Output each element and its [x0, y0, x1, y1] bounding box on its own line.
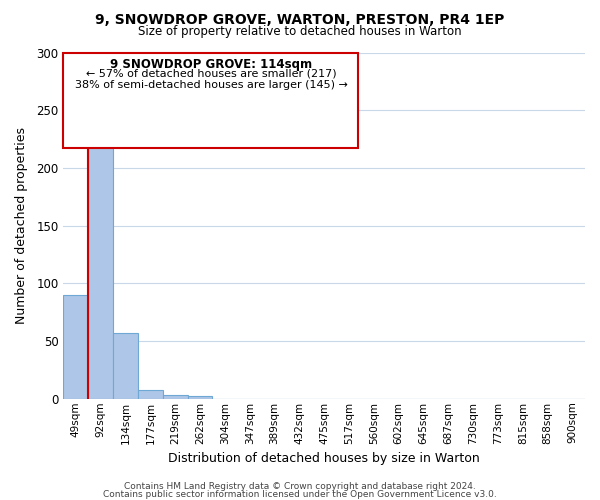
Text: 9, SNOWDROP GROVE, WARTON, PRESTON, PR4 1EP: 9, SNOWDROP GROVE, WARTON, PRESTON, PR4 …: [95, 12, 505, 26]
Text: Contains HM Land Registry data © Crown copyright and database right 2024.: Contains HM Land Registry data © Crown c…: [124, 482, 476, 491]
Text: 38% of semi-detached houses are larger (145) →: 38% of semi-detached houses are larger (…: [74, 80, 347, 90]
FancyBboxPatch shape: [64, 52, 358, 148]
Text: ← 57% of detached houses are smaller (217): ← 57% of detached houses are smaller (21…: [86, 69, 337, 79]
Bar: [64, 295, 88, 399]
Bar: [138, 390, 163, 399]
Bar: [188, 396, 212, 399]
Bar: [163, 396, 188, 399]
Bar: [113, 333, 138, 399]
Text: Size of property relative to detached houses in Warton: Size of property relative to detached ho…: [138, 25, 462, 38]
Text: 9 SNOWDROP GROVE: 114sqm: 9 SNOWDROP GROVE: 114sqm: [110, 58, 312, 70]
Y-axis label: Number of detached properties: Number of detached properties: [15, 127, 28, 324]
Bar: [88, 138, 113, 399]
X-axis label: Distribution of detached houses by size in Warton: Distribution of detached houses by size …: [169, 452, 480, 465]
Text: Contains public sector information licensed under the Open Government Licence v3: Contains public sector information licen…: [103, 490, 497, 499]
